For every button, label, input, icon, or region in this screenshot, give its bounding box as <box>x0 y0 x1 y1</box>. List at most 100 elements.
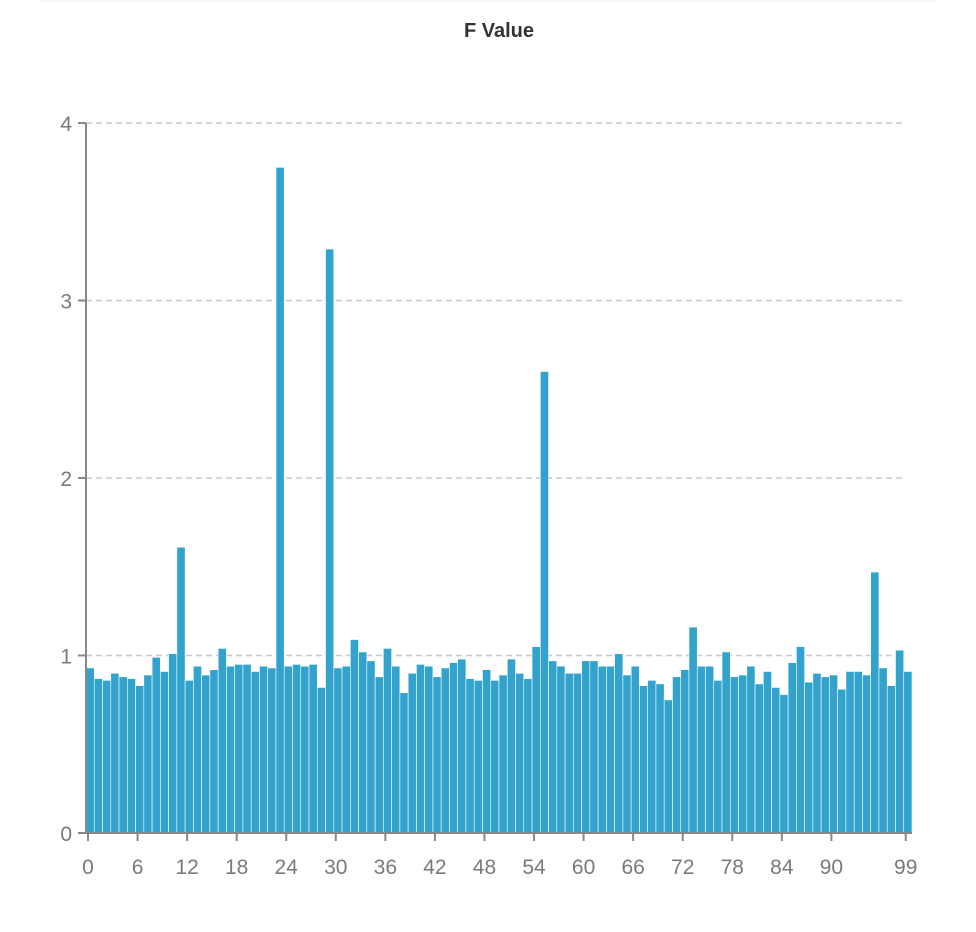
bar-52 <box>515 672 525 834</box>
bar-57 <box>556 665 566 834</box>
bar-69 <box>655 683 665 834</box>
bar-22 <box>267 667 277 834</box>
bar-95 <box>870 571 880 834</box>
bar-46 <box>465 678 475 834</box>
x-tick-label-90: 90 <box>820 856 843 879</box>
bar-45 <box>457 658 467 834</box>
bar-79 <box>738 674 748 834</box>
bar-10 <box>168 653 178 834</box>
bar-23 <box>275 167 285 834</box>
x-axis-ticks: 0 6 12 18 24 30 36 42 48 54 60 66 72 78 84 90 99 <box>82 833 917 879</box>
bar-9 <box>160 671 169 834</box>
bar-70 <box>663 699 673 834</box>
bar-20 <box>250 671 260 834</box>
chart-title: F Value <box>464 20 534 42</box>
x-tick-label-84: 84 <box>770 856 794 879</box>
bar-35 <box>374 676 384 834</box>
bar-37 <box>391 665 401 834</box>
x-tick-label-60: 60 <box>572 856 595 879</box>
bar-24 <box>283 665 293 834</box>
bar-18 <box>234 664 244 834</box>
bar-59 <box>573 672 582 834</box>
bar-21 <box>259 665 269 834</box>
bar-78 <box>729 676 739 834</box>
x-tick-label-24: 24 <box>275 856 299 879</box>
bar-50 <box>498 674 508 834</box>
bar-74 <box>696 665 706 834</box>
x-tick-label-12: 12 <box>175 856 198 879</box>
bar-93 <box>853 671 863 834</box>
bar-2 <box>102 680 112 834</box>
bar-7 <box>143 674 153 834</box>
bar-30 <box>333 667 343 834</box>
bar-80 <box>746 665 756 834</box>
x-tick-label-18: 18 <box>225 856 248 879</box>
y-tick-label-3: 3 <box>60 291 72 314</box>
bar-53 <box>523 678 533 834</box>
x-tick-label-6: 6 <box>132 856 144 879</box>
x-tick-label-0: 0 <box>82 856 94 879</box>
bar-26 <box>300 665 310 834</box>
bar-98 <box>895 649 905 834</box>
x-tick-label-66: 66 <box>621 856 644 879</box>
bar-72 <box>680 669 690 834</box>
x-tick-label-36: 36 <box>374 856 397 879</box>
bar-90 <box>829 674 838 834</box>
bar-54 <box>531 646 541 834</box>
bar-86 <box>796 646 805 834</box>
bar-88 <box>812 672 822 834</box>
bar-64 <box>614 653 624 834</box>
bar-97 <box>886 685 896 834</box>
bar-58 <box>564 672 574 834</box>
bar-67 <box>639 685 648 834</box>
x-tick-label-48: 48 <box>473 856 496 879</box>
bar-6 <box>135 685 145 834</box>
x-tick-label-54: 54 <box>522 856 546 879</box>
bar-41 <box>424 665 434 834</box>
y-tick-label-2: 2 <box>60 468 72 491</box>
bar-11 <box>176 546 186 834</box>
bar-81 <box>754 683 764 834</box>
bar-4 <box>118 676 128 834</box>
bar-36 <box>383 648 392 834</box>
bar-49 <box>490 680 500 834</box>
bar-73 <box>688 626 698 834</box>
bar-63 <box>606 665 615 834</box>
bar-75 <box>705 665 715 834</box>
bar-51 <box>506 658 516 834</box>
bar-66 <box>630 665 640 834</box>
bar-60 <box>581 660 591 834</box>
bar-44 <box>449 662 459 834</box>
bar-40 <box>416 664 425 834</box>
bar-77 <box>721 651 731 834</box>
bar-55 <box>539 371 549 834</box>
bar-12 <box>184 680 194 834</box>
bar-48 <box>482 669 492 834</box>
bar-27 <box>308 664 318 834</box>
bar-68 <box>647 680 657 834</box>
bar-43 <box>440 667 450 834</box>
bar-14 <box>201 674 211 834</box>
bar-83 <box>771 687 781 834</box>
bar-82 <box>763 671 772 834</box>
bar-1 <box>93 678 103 834</box>
bar-94 <box>862 674 872 834</box>
bar-15 <box>209 669 219 834</box>
y-tick-label-4: 4 <box>60 113 72 136</box>
x-tick-label-42: 42 <box>423 856 446 879</box>
bar-34 <box>366 660 376 834</box>
x-tick-label-99: 99 <box>894 856 917 879</box>
bar-91 <box>837 688 847 834</box>
bar-85 <box>787 662 797 834</box>
bar-31 <box>341 665 351 834</box>
grid-lines <box>86 122 906 657</box>
bar-25 <box>292 664 302 834</box>
x-tick-label-72: 72 <box>671 856 694 879</box>
bar-13 <box>193 665 202 834</box>
bar-17 <box>226 665 235 834</box>
bar-87 <box>804 681 814 834</box>
bar-28 <box>316 687 326 834</box>
y-axis-ticks: 0 1 2 3 4 <box>60 113 86 846</box>
bar-5 <box>127 678 136 834</box>
